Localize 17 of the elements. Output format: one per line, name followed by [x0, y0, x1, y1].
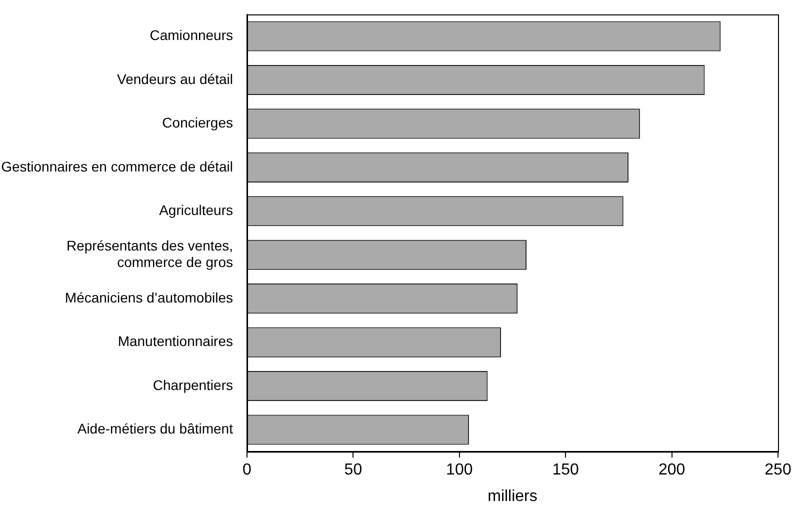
- y-tick-label: Manutentionnaires: [118, 333, 233, 350]
- x-tick-label: 50: [344, 462, 362, 479]
- y-tick-label: Camionneurs: [150, 27, 233, 44]
- y-tick-label: Représentants des ventes, commerce de gros: [66, 237, 233, 270]
- x-tick-label: 250: [764, 462, 792, 479]
- y-tick-label: Agriculteurs: [159, 202, 233, 218]
- y-tick-label: Gestionnaires en commerce de détail: [1, 158, 233, 174]
- y-tick-label: Aide-métiers du bâtiment: [77, 420, 234, 437]
- x-axis-title: milliers: [488, 488, 538, 505]
- y-tick-label: Concierges: [162, 114, 233, 131]
- x-tick-label: 100: [446, 462, 473, 479]
- y-tick-label: Charpentiers: [152, 376, 233, 393]
- y-tick-label: Mécaniciens d’automobiles: [64, 289, 233, 306]
- x-tick-label: 150: [552, 462, 580, 479]
- x-tick-label: 0: [242, 462, 252, 479]
- y-tick-label: Vendeurs au détail: [117, 70, 233, 87]
- x-tick-label: 200: [658, 462, 686, 479]
